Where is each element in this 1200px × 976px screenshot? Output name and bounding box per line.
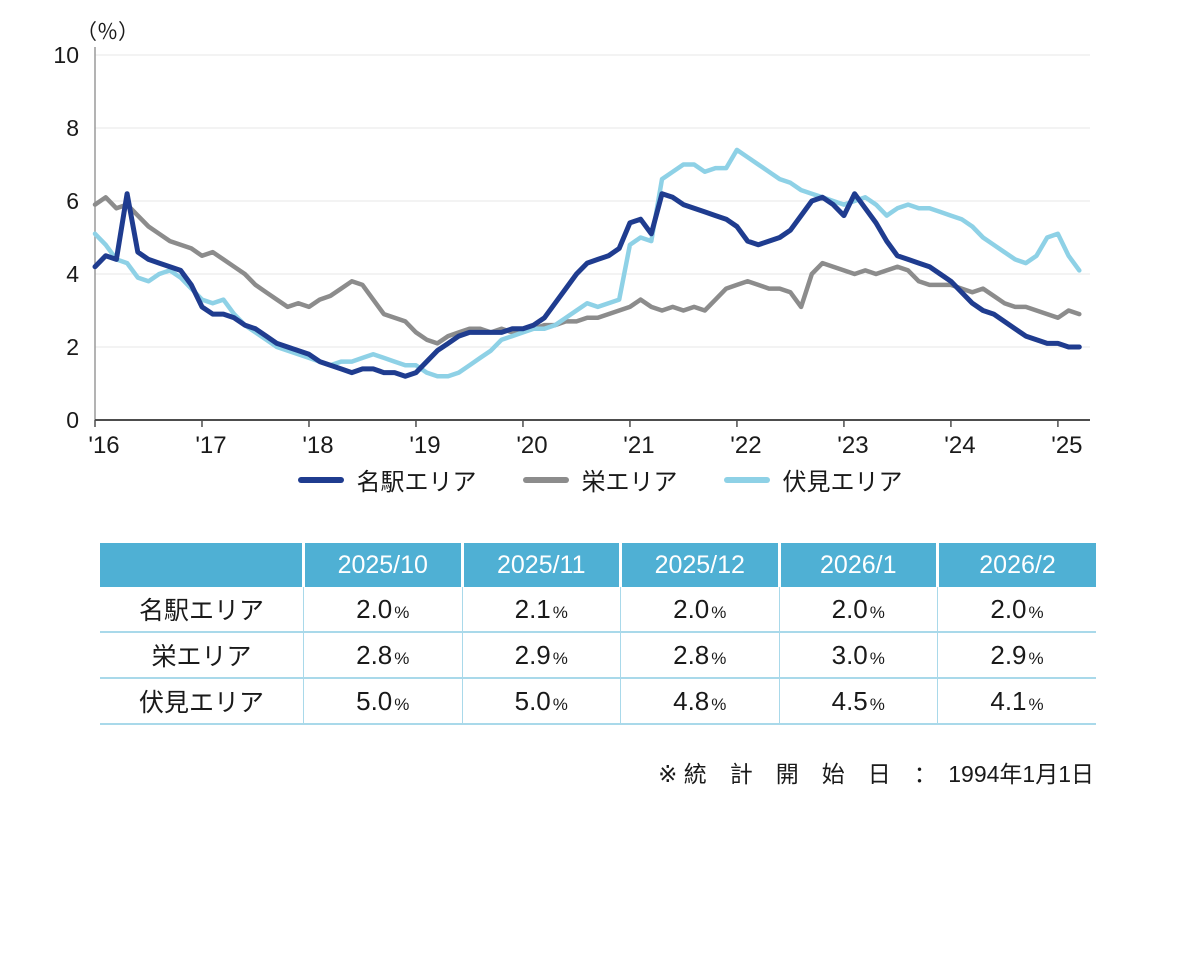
rate-value: 2.9 [990, 639, 1027, 670]
rate-value: 2.1 [514, 593, 551, 624]
rate-cell: 2.0% [778, 587, 938, 633]
rate-cell: 2.8% [620, 632, 779, 679]
legend-swatch [522, 476, 569, 483]
rate-value: 5.0 [356, 685, 393, 716]
rate-value: 4.8 [673, 685, 710, 716]
rate-unit: % [711, 648, 727, 668]
rate-value: 2.0 [990, 593, 1027, 624]
vacancy-line-chart: 0 2 4 6 8 10 '16 '17 '18 '19 '20 '21 '22 '23 '24 '25 [53, 42, 1090, 459]
legend-swatch [723, 476, 770, 483]
rate-unit: % [394, 694, 410, 714]
x-tick-label: '25 [1051, 432, 1082, 459]
rate-unit: % [869, 694, 885, 714]
x-tick-label: '19 [409, 432, 440, 459]
series-line-1 [92, 195, 1082, 346]
rate-cell: 2.0% [620, 587, 779, 633]
table-header-cell: 2025/10 [302, 543, 462, 587]
table-row: 伏見エリア 5.0% 5.0% 4.8% 4.5% 4.1% [100, 678, 1096, 725]
rate-cell: 2.0% [937, 587, 1096, 633]
rate-value: 2.0 [673, 593, 710, 624]
y-axis-unit-label: （％） [76, 21, 139, 44]
rate-value: 4.5 [831, 685, 868, 716]
rate-unit: % [552, 602, 568, 622]
row-label: 栄エリア [100, 632, 304, 679]
y-tick-label: 8 [66, 115, 79, 141]
legend-label: 伏見エリア [782, 469, 903, 496]
table-header-cell: 2026/2 [936, 543, 1096, 587]
rate-unit: % [711, 602, 727, 622]
rate-cell: 2.1% [461, 587, 621, 633]
legend-label: 栄エリア [581, 469, 678, 496]
rate-unit: % [711, 694, 727, 714]
rate-value: 2.9 [514, 639, 551, 670]
rate-unit: % [552, 648, 568, 668]
rate-value: 2.8 [673, 639, 710, 670]
rate-unit: % [394, 602, 410, 622]
rate-cell: 2.0% [303, 587, 462, 633]
rate-unit: % [1028, 602, 1044, 622]
rate-unit: % [1028, 694, 1044, 714]
x-tick-label: '24 [944, 432, 975, 459]
table-header-cell: 2026/1 [777, 543, 938, 587]
series-line-2 [92, 147, 1082, 379]
rate-value: 2.0 [356, 593, 393, 624]
table-header-cell: 2025/12 [619, 543, 779, 587]
rate-cell: 2.9% [461, 632, 621, 679]
rate-cell: 3.0% [778, 632, 938, 679]
y-tick-label: 6 [66, 188, 79, 214]
rates-table-wrap: 2025/10 2025/11 2025/12 2026/1 2026/2 名駅エリア 2.… [100, 543, 1096, 725]
y-tick-label: 10 [53, 42, 79, 68]
rate-unit: % [869, 602, 885, 622]
table-row: 名駅エリア 2.0% 2.1% 2.0% 2.0% 2.0% [100, 587, 1096, 633]
rate-value: 2.0 [831, 593, 868, 624]
rate-unit: % [1028, 648, 1044, 668]
x-tick-label: '22 [730, 432, 761, 459]
y-tick-label: 0 [66, 407, 79, 433]
rate-cell: 5.0% [461, 678, 621, 725]
rate-unit: % [394, 648, 410, 668]
rate-unit: % [869, 648, 885, 668]
table-header-cell: 2025/11 [460, 543, 621, 587]
rate-cell: 5.0% [303, 678, 462, 725]
legend-item: 名駅エリア [297, 462, 477, 497]
rate-cell: 2.8% [303, 632, 462, 679]
x-tick-label: '20 [516, 432, 547, 459]
x-tick-label: '23 [837, 432, 868, 459]
table-header-row: 2025/10 2025/11 2025/12 2026/1 2026/2 [100, 543, 1096, 587]
table-row: 栄エリア 2.8% 2.9% 2.8% 3.0% 2.9% [100, 632, 1096, 679]
series-line-0 [92, 191, 1082, 379]
x-tick-label: '16 [88, 432, 119, 459]
legend-item: 伏見エリア [723, 462, 903, 497]
rate-value: 5.0 [514, 685, 551, 716]
legend-swatch [297, 476, 344, 483]
legend-label: 名駅エリア [356, 469, 477, 496]
rate-cell: 4.5% [778, 678, 938, 725]
legend-item: 栄エリア [522, 462, 678, 497]
rate-value: 2.8 [356, 639, 393, 670]
chart-legend: 名駅エリア 栄エリア 伏見エリア [0, 462, 1200, 497]
rate-cell: 4.1% [937, 678, 1096, 725]
x-tick-label: '18 [302, 432, 333, 459]
x-tick-label: '17 [195, 432, 226, 459]
y-tick-label: 2 [66, 334, 79, 360]
rate-value: 3.0 [831, 639, 868, 670]
rate-unit: % [552, 694, 568, 714]
stats-start-note: ※ 統 計 開 始 日 ： 1994年1月1日 [658, 761, 1094, 787]
row-label: 伏見エリア [100, 678, 304, 725]
x-tick-label: '21 [623, 432, 654, 459]
row-label: 名駅エリア [100, 587, 304, 633]
rate-value: 4.1 [990, 685, 1027, 716]
rate-cell: 4.8% [620, 678, 779, 725]
table-corner-cell [100, 543, 304, 587]
rates-table: 2025/10 2025/11 2025/12 2026/1 2026/2 名駅エリア 2.… [100, 543, 1096, 725]
rate-cell: 2.9% [937, 632, 1096, 679]
y-tick-label: 4 [66, 261, 79, 287]
